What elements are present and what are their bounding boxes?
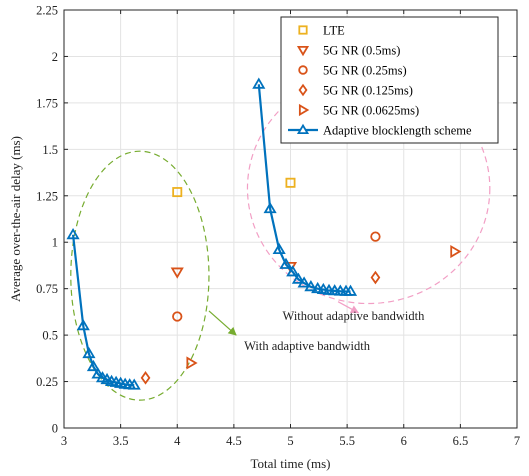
x-tick-label: 4.5 — [226, 434, 242, 448]
series-triangle-up — [66, 77, 358, 390]
series-square — [172, 177, 296, 198]
x-tick-label: 5 — [287, 434, 293, 448]
legend-item: 5G NR (0.5ms) — [296, 44, 400, 58]
series-layer — [66, 77, 462, 390]
y-tick-label: 0 — [52, 422, 58, 436]
legend: LTE 5G NR (0.5ms) 5G NR (0.25ms) 5G NR (0.1… — [280, 16, 499, 144]
data-point — [86, 359, 101, 372]
legend-label: Adaptive blocklength scheme — [323, 124, 472, 138]
data-point — [272, 242, 286, 255]
data-point — [140, 371, 151, 385]
data-point — [286, 265, 300, 277]
y-tick-label: 0.75 — [36, 282, 58, 296]
legend-label: 5G NR (0.25ms) — [323, 64, 407, 78]
data-point — [343, 284, 358, 296]
legend-marker — [298, 103, 310, 117]
data-point — [252, 77, 266, 89]
annotations: With adaptive bandwidth Without adaptive … — [70, 72, 491, 401]
x-axis-label: Total time (ms) — [251, 456, 331, 471]
legend-box — [280, 16, 499, 144]
annotation-ellipse — [246, 72, 491, 305]
data-point — [91, 367, 105, 379]
data-point — [370, 270, 381, 285]
legend-label: LTE — [323, 24, 345, 38]
legend-item: 5G NR (0.0625ms) — [298, 103, 419, 118]
data-point — [82, 346, 96, 359]
legend-marker — [298, 65, 308, 75]
y-tick-label: 1.5 — [42, 143, 58, 157]
data-point — [186, 356, 198, 370]
annotation-label: With adaptive bandwidth — [244, 339, 371, 353]
y-tick-label: 0.25 — [36, 375, 58, 389]
x-tick-label: 7 — [514, 434, 520, 448]
data-point — [172, 187, 183, 198]
legend-label: 5G NR (0.5ms) — [323, 44, 400, 58]
data-point — [285, 177, 296, 188]
legend-marker — [298, 25, 308, 35]
annotation-label: Without adaptive bandwidth — [283, 309, 426, 323]
data-point — [291, 272, 306, 284]
series-diamond — [140, 270, 381, 385]
x-tick-label: 3.5 — [113, 434, 129, 448]
legend-item: 5G NR (0.125ms) — [298, 83, 413, 98]
y-tick-label: 0.5 — [42, 329, 58, 343]
data-point — [279, 257, 293, 269]
data-point — [263, 202, 277, 214]
x-tick-label: 4 — [174, 434, 181, 448]
annotation-arrow — [337, 301, 360, 314]
legend-marker — [296, 45, 310, 57]
x-tick-label: 6.5 — [453, 434, 469, 448]
legend-item: 5G NR (0.25ms) — [298, 64, 407, 78]
x-tick-label: 6 — [401, 434, 407, 448]
annotation-ellipse — [70, 150, 210, 401]
data-point — [316, 282, 330, 294]
x-tick-label: 5.5 — [339, 434, 355, 448]
series-circle — [172, 231, 381, 322]
data-point — [297, 276, 311, 288]
data-point — [127, 378, 141, 390]
data-point — [311, 281, 325, 294]
y-tick-label: 1.25 — [36, 189, 58, 203]
data-point — [450, 244, 462, 259]
data-point — [172, 311, 183, 322]
annotation-arrow — [208, 310, 237, 336]
legend-label: 5G NR (0.125ms) — [323, 84, 413, 98]
legend-item: LTE — [298, 24, 345, 38]
data-point — [66, 228, 80, 240]
x-tick-label: 3 — [61, 434, 67, 448]
ticks: 3 3.5 4 4.5 5 5.5 6 6.5 7 0 0.25 0.5 0.75 1 1.25 1.5 1.7… — [36, 4, 520, 449]
legend-label: 5G NR (0.0625ms) — [323, 104, 419, 118]
data-point — [170, 267, 184, 279]
y-tick-label: 1 — [52, 236, 58, 250]
data-point — [76, 319, 90, 331]
y-tick-label: 2.25 — [36, 4, 58, 18]
data-point — [370, 231, 381, 242]
legend-marker — [298, 83, 308, 97]
y-axis-label: Average over-the-air delay (ms) — [8, 136, 23, 302]
data-point — [304, 280, 318, 292]
legend-item: Adaptive blocklength scheme — [288, 124, 472, 138]
y-tick-label: 2 — [52, 50, 58, 64]
legend-marker — [296, 123, 310, 135]
y-tick-label: 1.75 — [36, 96, 58, 110]
series-triangle-right — [186, 244, 462, 370]
